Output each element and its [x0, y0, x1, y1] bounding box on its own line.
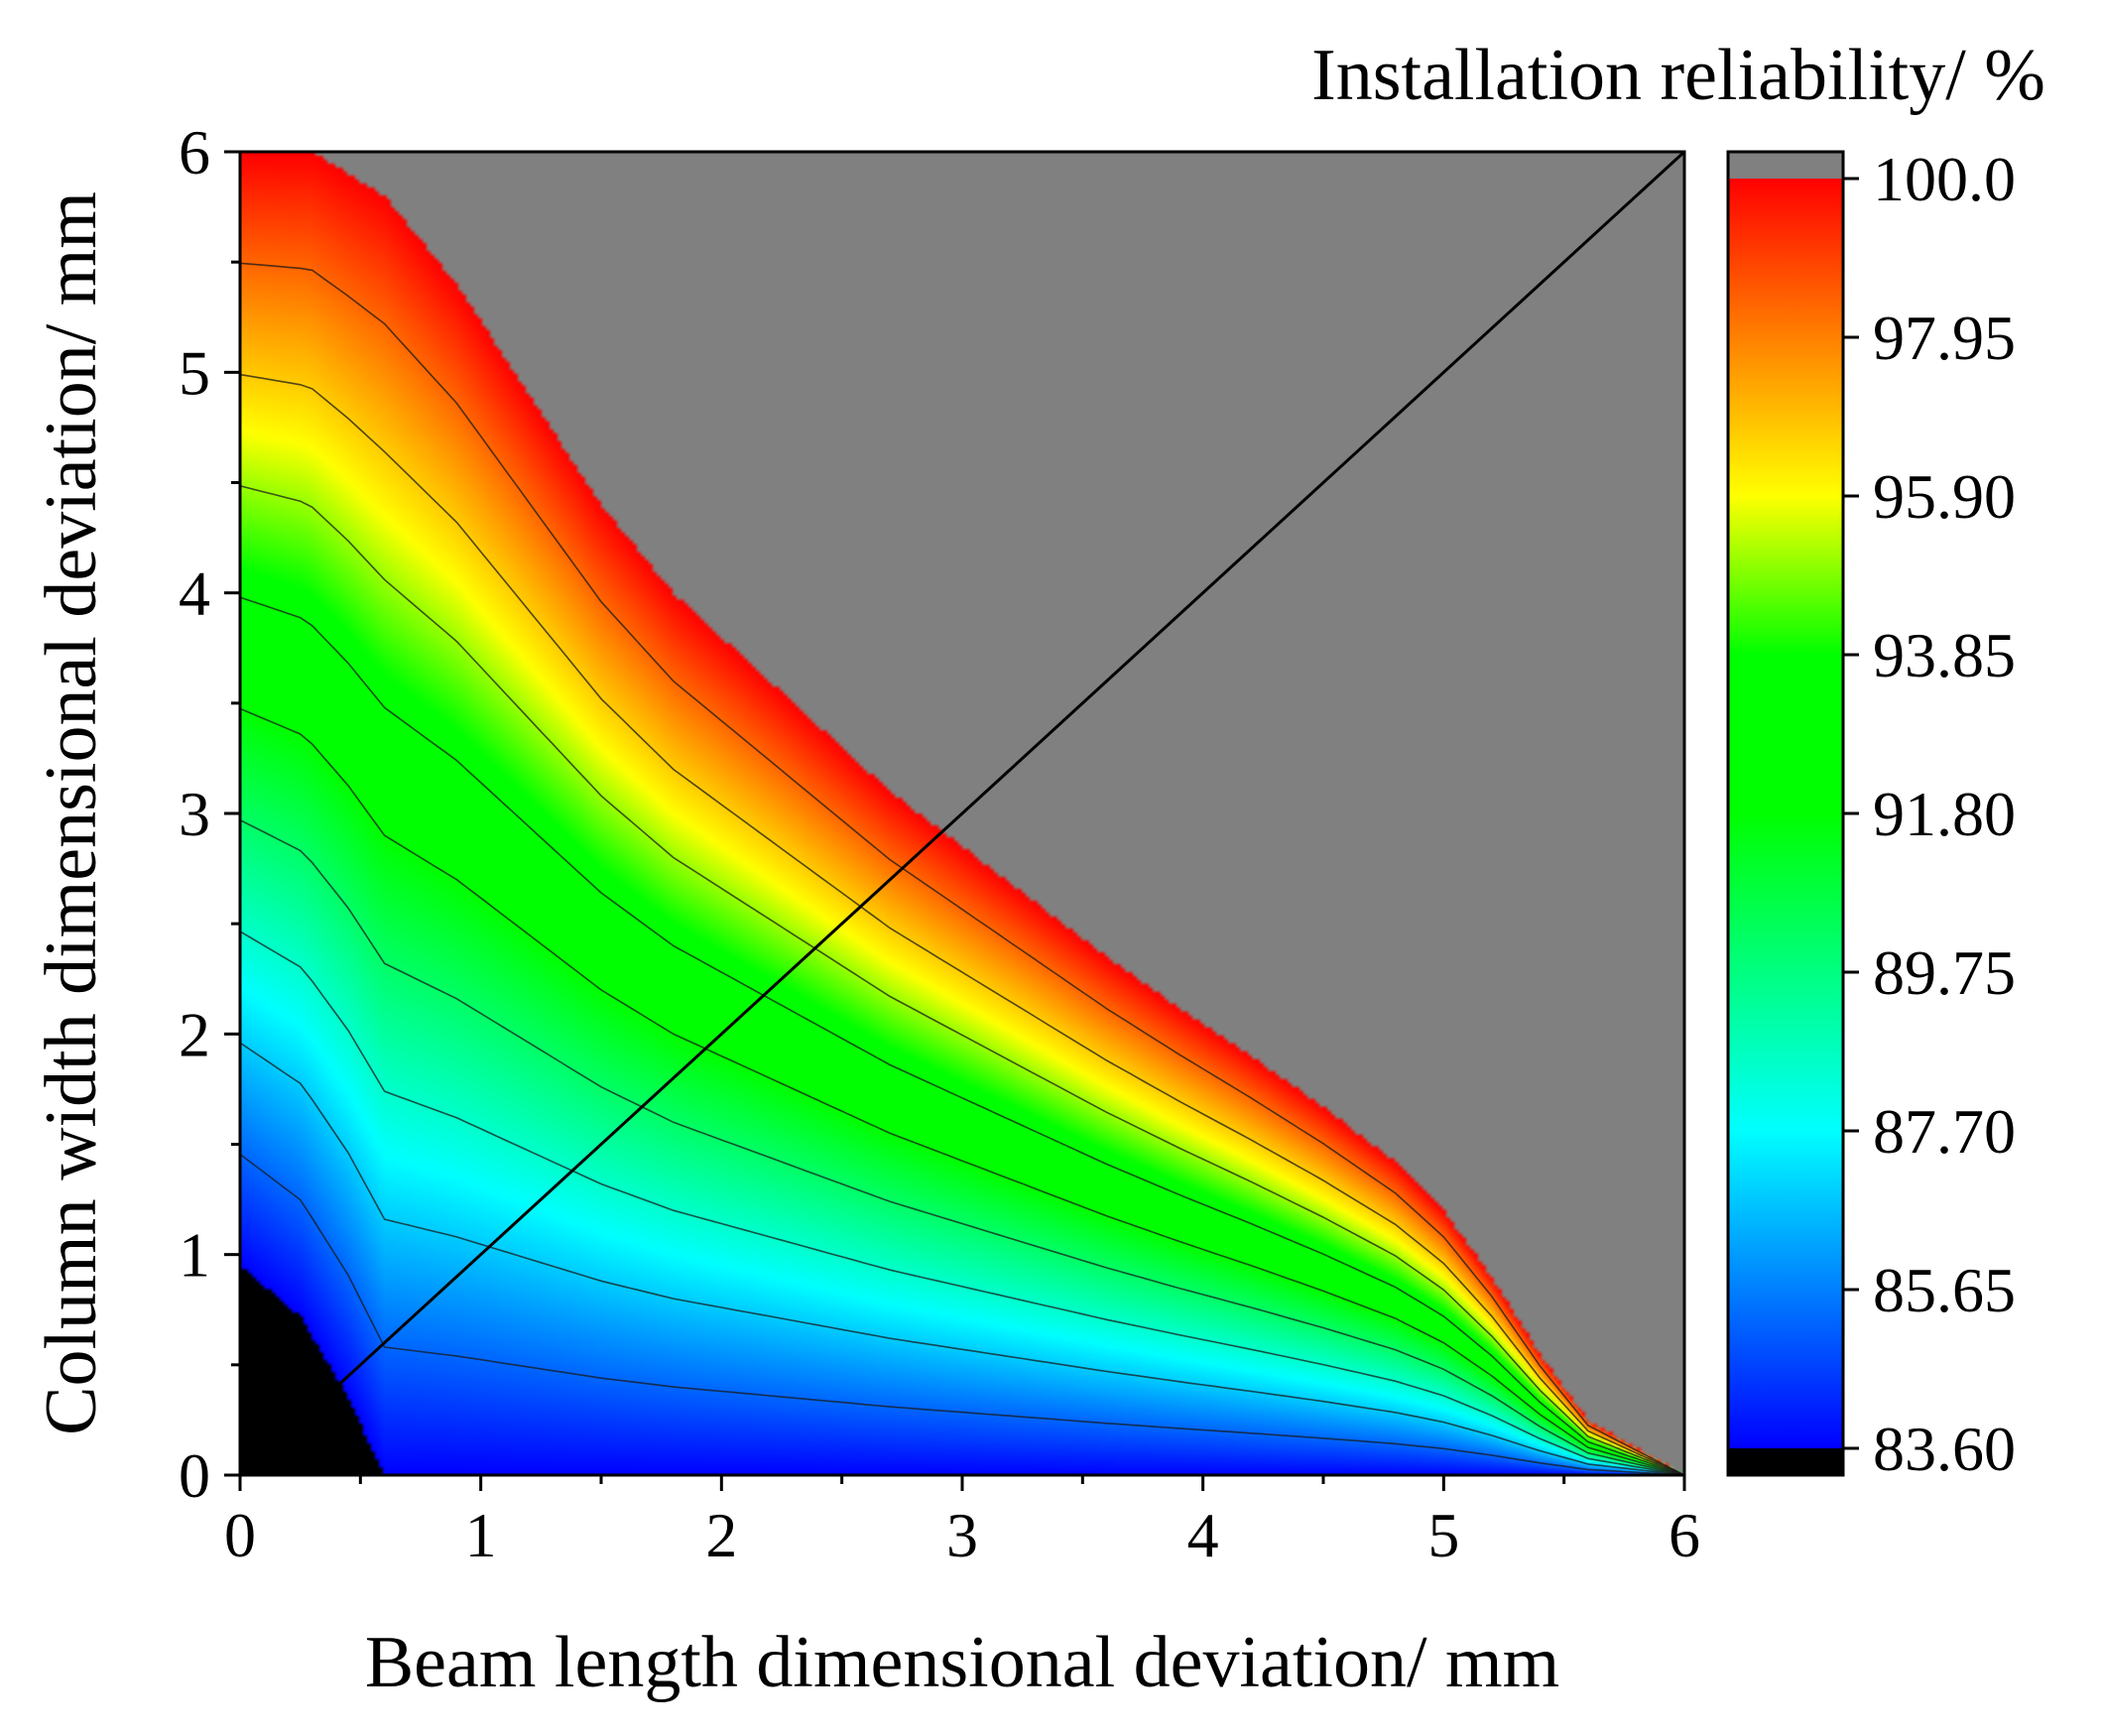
x-tick-label: 1: [465, 1500, 497, 1570]
colorbar-gradient: [1728, 179, 1843, 1448]
x-tick-label: 5: [1427, 1500, 1459, 1570]
contour-line: [240, 1153, 1684, 1475]
y-tick-label: 6: [179, 117, 210, 187]
colorbar-title: Installation reliability/ %: [1311, 35, 2045, 116]
y-axis-title: Column width dimensional deviation/ mm: [31, 191, 112, 1435]
contour-lines: [240, 262, 1684, 1475]
x-tick-label: 0: [224, 1500, 256, 1570]
contour-line: [240, 596, 1684, 1475]
y-tick-label: 0: [179, 1440, 210, 1511]
contour-line: [240, 373, 1684, 1475]
contour-line: [240, 930, 1684, 1475]
colorbar-tick-label: 89.75: [1873, 937, 2016, 1008]
y-axis-ticks: 0 1 2 3 4 5 6: [179, 117, 240, 1511]
x-tick-label: 4: [1187, 1500, 1219, 1570]
colorbar-tick-label: 95.90: [1873, 461, 2016, 532]
contour-line: [240, 707, 1684, 1475]
reference-diagonal-line: [335, 150, 1686, 1389]
contour-line: [240, 485, 1684, 1475]
x-tick-label: 3: [946, 1500, 978, 1570]
colorbar-tick-label: 85.65: [1873, 1255, 2016, 1325]
colorbar-tick-label: 100.0: [1873, 144, 2016, 214]
x-axis-title: Beam length dimensional deviation/ mm: [365, 1622, 1559, 1703]
x-axis-ticks: 0 1 2 3 4 5 6: [224, 1475, 1700, 1570]
colorbar-ticks: 100.0 97.95 95.90 93.85 91.80 89.75 87.70 85.65…: [1843, 144, 2016, 1484]
colorbar-tick-label: 93.85: [1873, 620, 2016, 690]
y-tick-label: 2: [179, 999, 210, 1069]
x-tick-label: 6: [1669, 1500, 1700, 1570]
y-tick-label: 1: [179, 1220, 210, 1291]
contour-line: [240, 262, 1684, 1475]
colorbar: 100.0 97.95 95.90 93.85 91.80 89.75 87.70 85.65…: [1726, 144, 2016, 1484]
colorbar-tick-label: 87.70: [1873, 1096, 2016, 1167]
colorbar-tick-label: 97.95: [1873, 303, 2016, 373]
y-tick-label: 4: [179, 558, 210, 629]
colorbar-tick-label: 91.80: [1873, 779, 2016, 849]
contour-line: [240, 1042, 1684, 1475]
y-tick-label: 5: [179, 337, 210, 408]
colorbar-above-range-swatch: [1728, 152, 1843, 179]
contour-line: [240, 818, 1684, 1475]
x-tick-label: 2: [705, 1500, 737, 1570]
colorbar-below-range-swatch: [1728, 1448, 1843, 1475]
colorbar-tick-label: 83.60: [1873, 1414, 2016, 1484]
y-tick-label: 3: [179, 779, 210, 849]
